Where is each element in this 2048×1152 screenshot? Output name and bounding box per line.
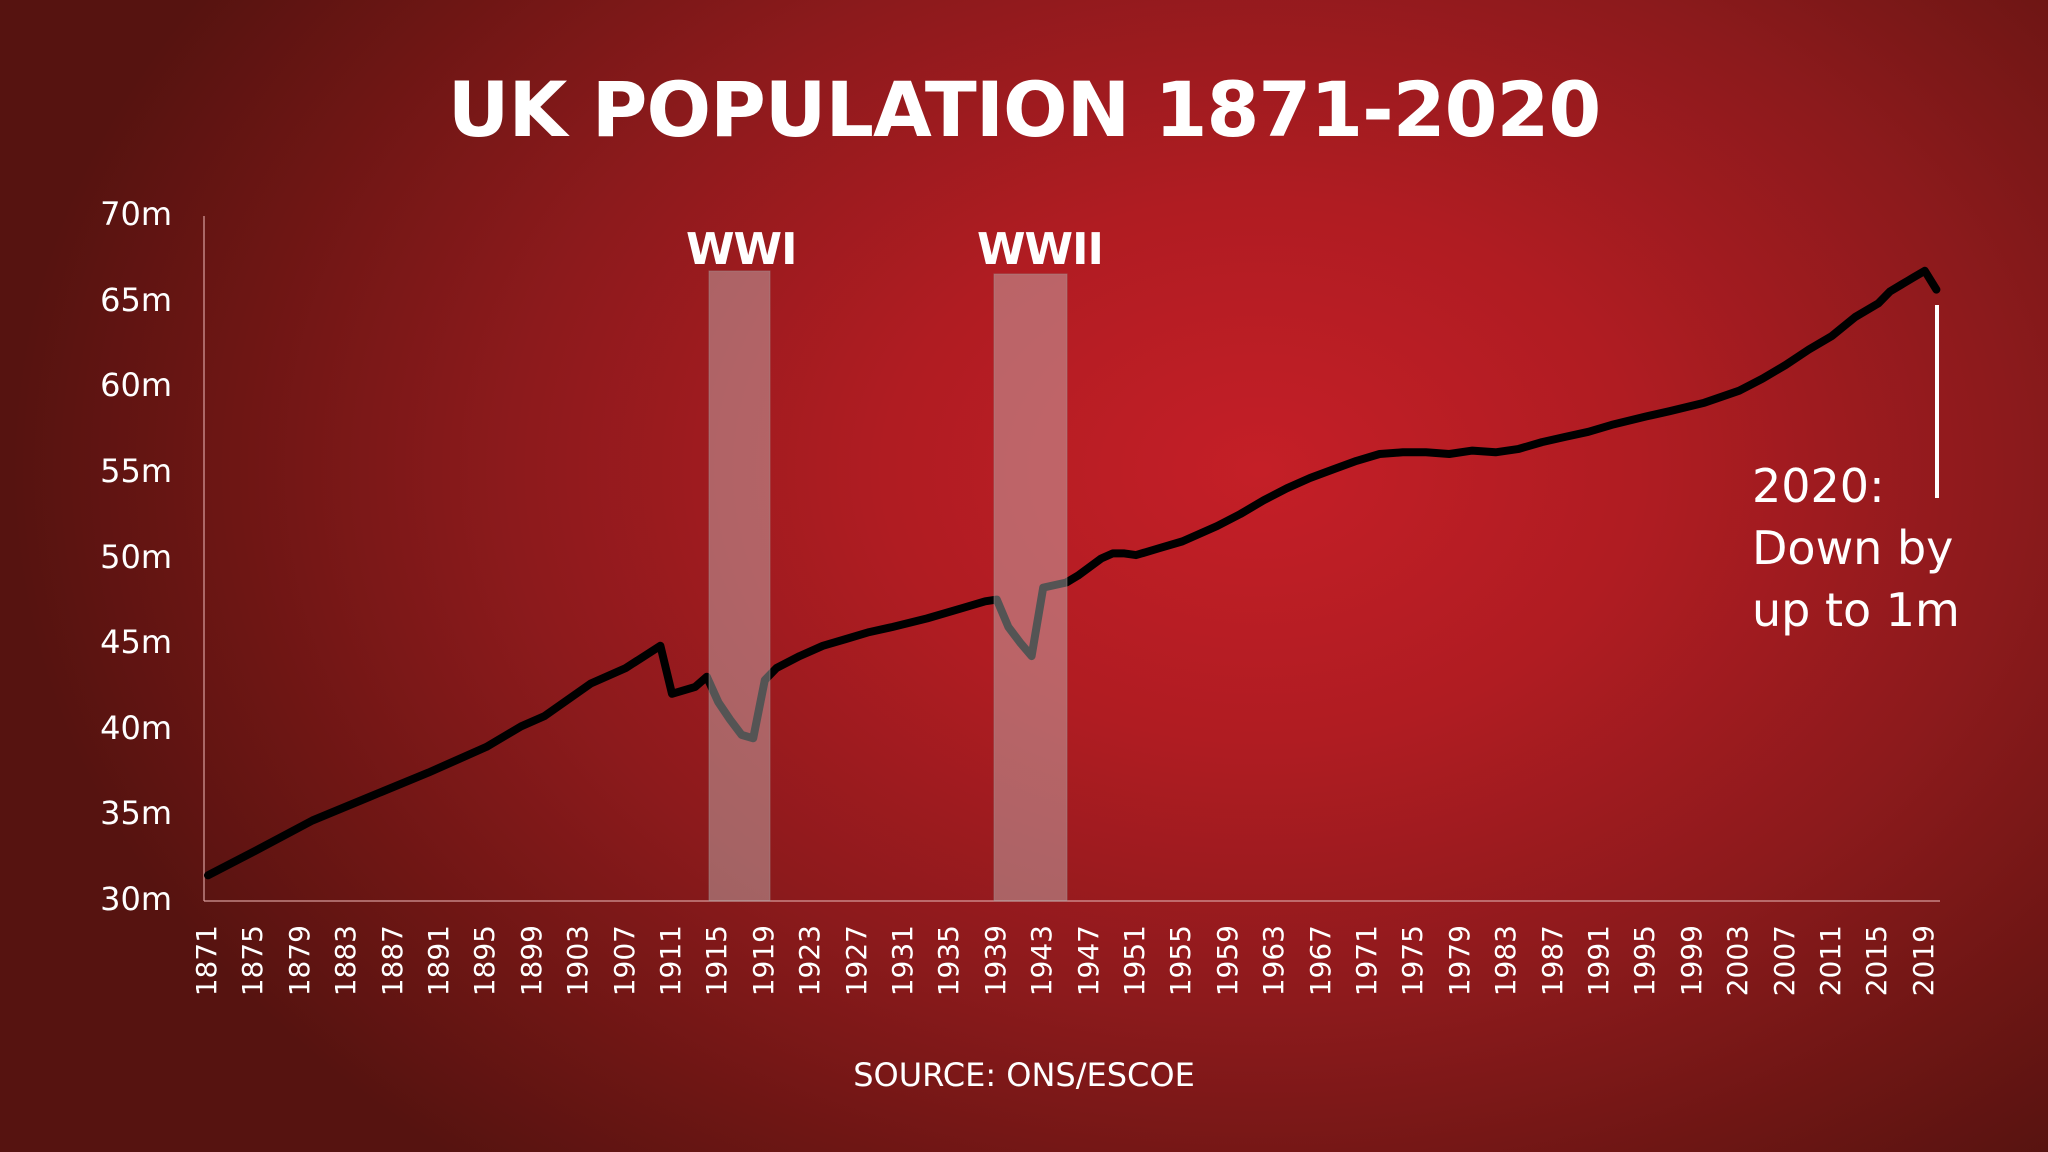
- y-tick-label: 65m: [100, 280, 172, 319]
- y-tick-label: 70m: [100, 195, 172, 233]
- y-tick-label: 45m: [100, 623, 172, 662]
- wwi-band-overlay: [708, 270, 771, 902]
- y-tick-label: 30m: [100, 880, 172, 918]
- source-note: SOURCE: ONS/ESCOE: [853, 1056, 1195, 1094]
- chart-title: UK POPULATION 1871-2020: [447, 65, 1602, 154]
- y-tick-label: 60m: [100, 366, 172, 405]
- annotation-line-1: 2020:: [1752, 459, 1885, 513]
- wwii-band-overlay: [993, 273, 1068, 902]
- annotation-line-2: Down by: [1752, 521, 1954, 575]
- wwi-label: WWI: [686, 224, 797, 275]
- y-tick-label: 50m: [100, 537, 172, 576]
- y-tick-label: 55m: [100, 451, 172, 490]
- annotation-2020: 2020: Down by up to 1m: [1752, 455, 1960, 641]
- y-tick-label: 35m: [100, 794, 172, 833]
- wwii-label: WWII: [977, 224, 1104, 275]
- annotation-line-3: up to 1m: [1752, 583, 1960, 637]
- population-line: [204, 266, 1941, 880]
- y-tick-label: 40m: [100, 708, 172, 747]
